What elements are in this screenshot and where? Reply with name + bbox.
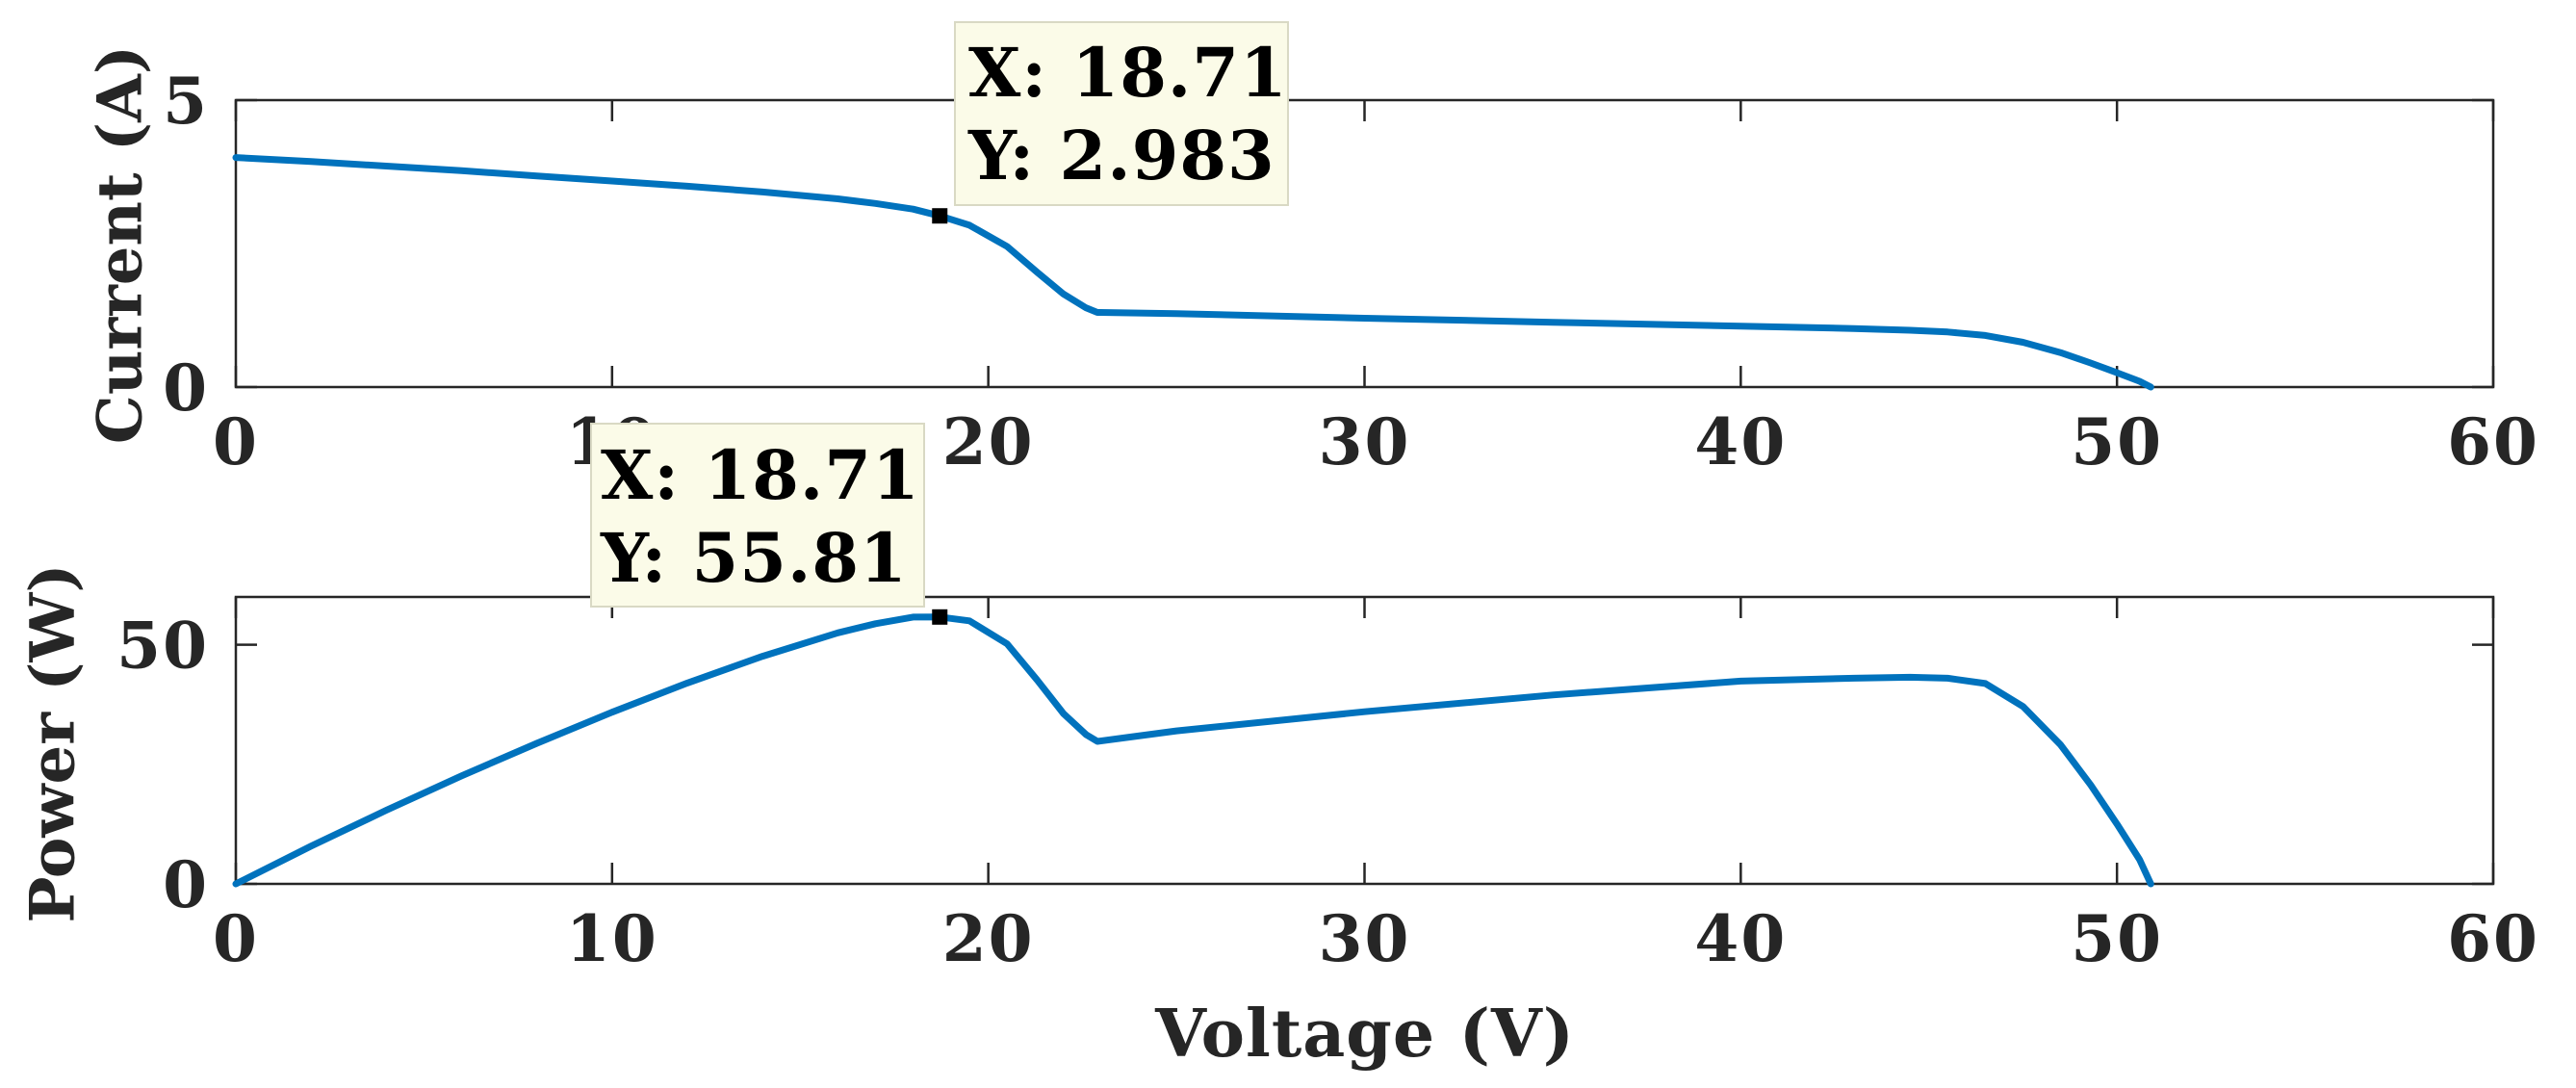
current-series-line [232,154,2154,391]
current-axes-box [234,98,2495,389]
current-ylabel: Current (A) [85,45,157,444]
power-datatip-box [590,423,925,608]
current-datatip-marker [932,208,948,224]
power-x-tick-label: 40 [1694,901,1787,976]
power-axes-box [234,595,2495,886]
current-x-tick-label: 20 [942,404,1035,479]
current-x-tick-label: 30 [1319,404,1411,479]
power-x-tick-label: 30 [1319,901,1411,976]
current-x-tick-label: 40 [1694,404,1787,479]
power-y-tick-labels: 0 50 [116,609,209,922]
power-xlabel: Voltage (V) [1154,996,1575,1073]
power-x-tick-label: 10 [566,901,658,976]
power-series-line [232,613,2154,888]
power-panel: 0 10 20 30 40 50 60 050 Power (W) Voltage (V) … [17,423,2539,1073]
power-x-tick-label: 0 [213,901,259,976]
power-datatip-x: X: 18.71 [601,435,920,515]
power-y-tick-label: 0 [163,847,209,922]
power-y-tick-label: 50 [116,609,209,684]
power-x-tick-label: 60 [2447,901,2539,976]
power-datatip-y: Y: 55.81 [600,518,908,598]
current-y-tick-labels: 05 [163,64,209,426]
power-x-tick-label: 50 [2071,901,2163,976]
power-ylabel: Power (W) [17,563,90,922]
current-y-tick-label: 5 [163,64,209,139]
current-y-tick-label: 0 [163,350,209,426]
current-datatip[interactable]: X: 18.71 Y: 2.983 [954,21,1289,206]
current-datatip-x: X: 18.71 [968,33,1288,113]
power-datatip-marker [932,609,948,625]
current-datatip-box [954,21,1289,206]
current-x-tick-label: 60 [2447,404,2539,479]
power-datatip[interactable]: X: 18.71 Y: 55.81 [590,423,925,608]
power-x-tick-label: 20 [942,901,1035,976]
current-datatip-y: Y: 2.983 [967,116,1275,195]
current-x-tick-label: 0 [213,404,259,479]
current-x-tick-label: 50 [2071,404,2163,479]
power-x-tick-labels: 0 10 20 30 40 50 60 [213,901,2539,976]
